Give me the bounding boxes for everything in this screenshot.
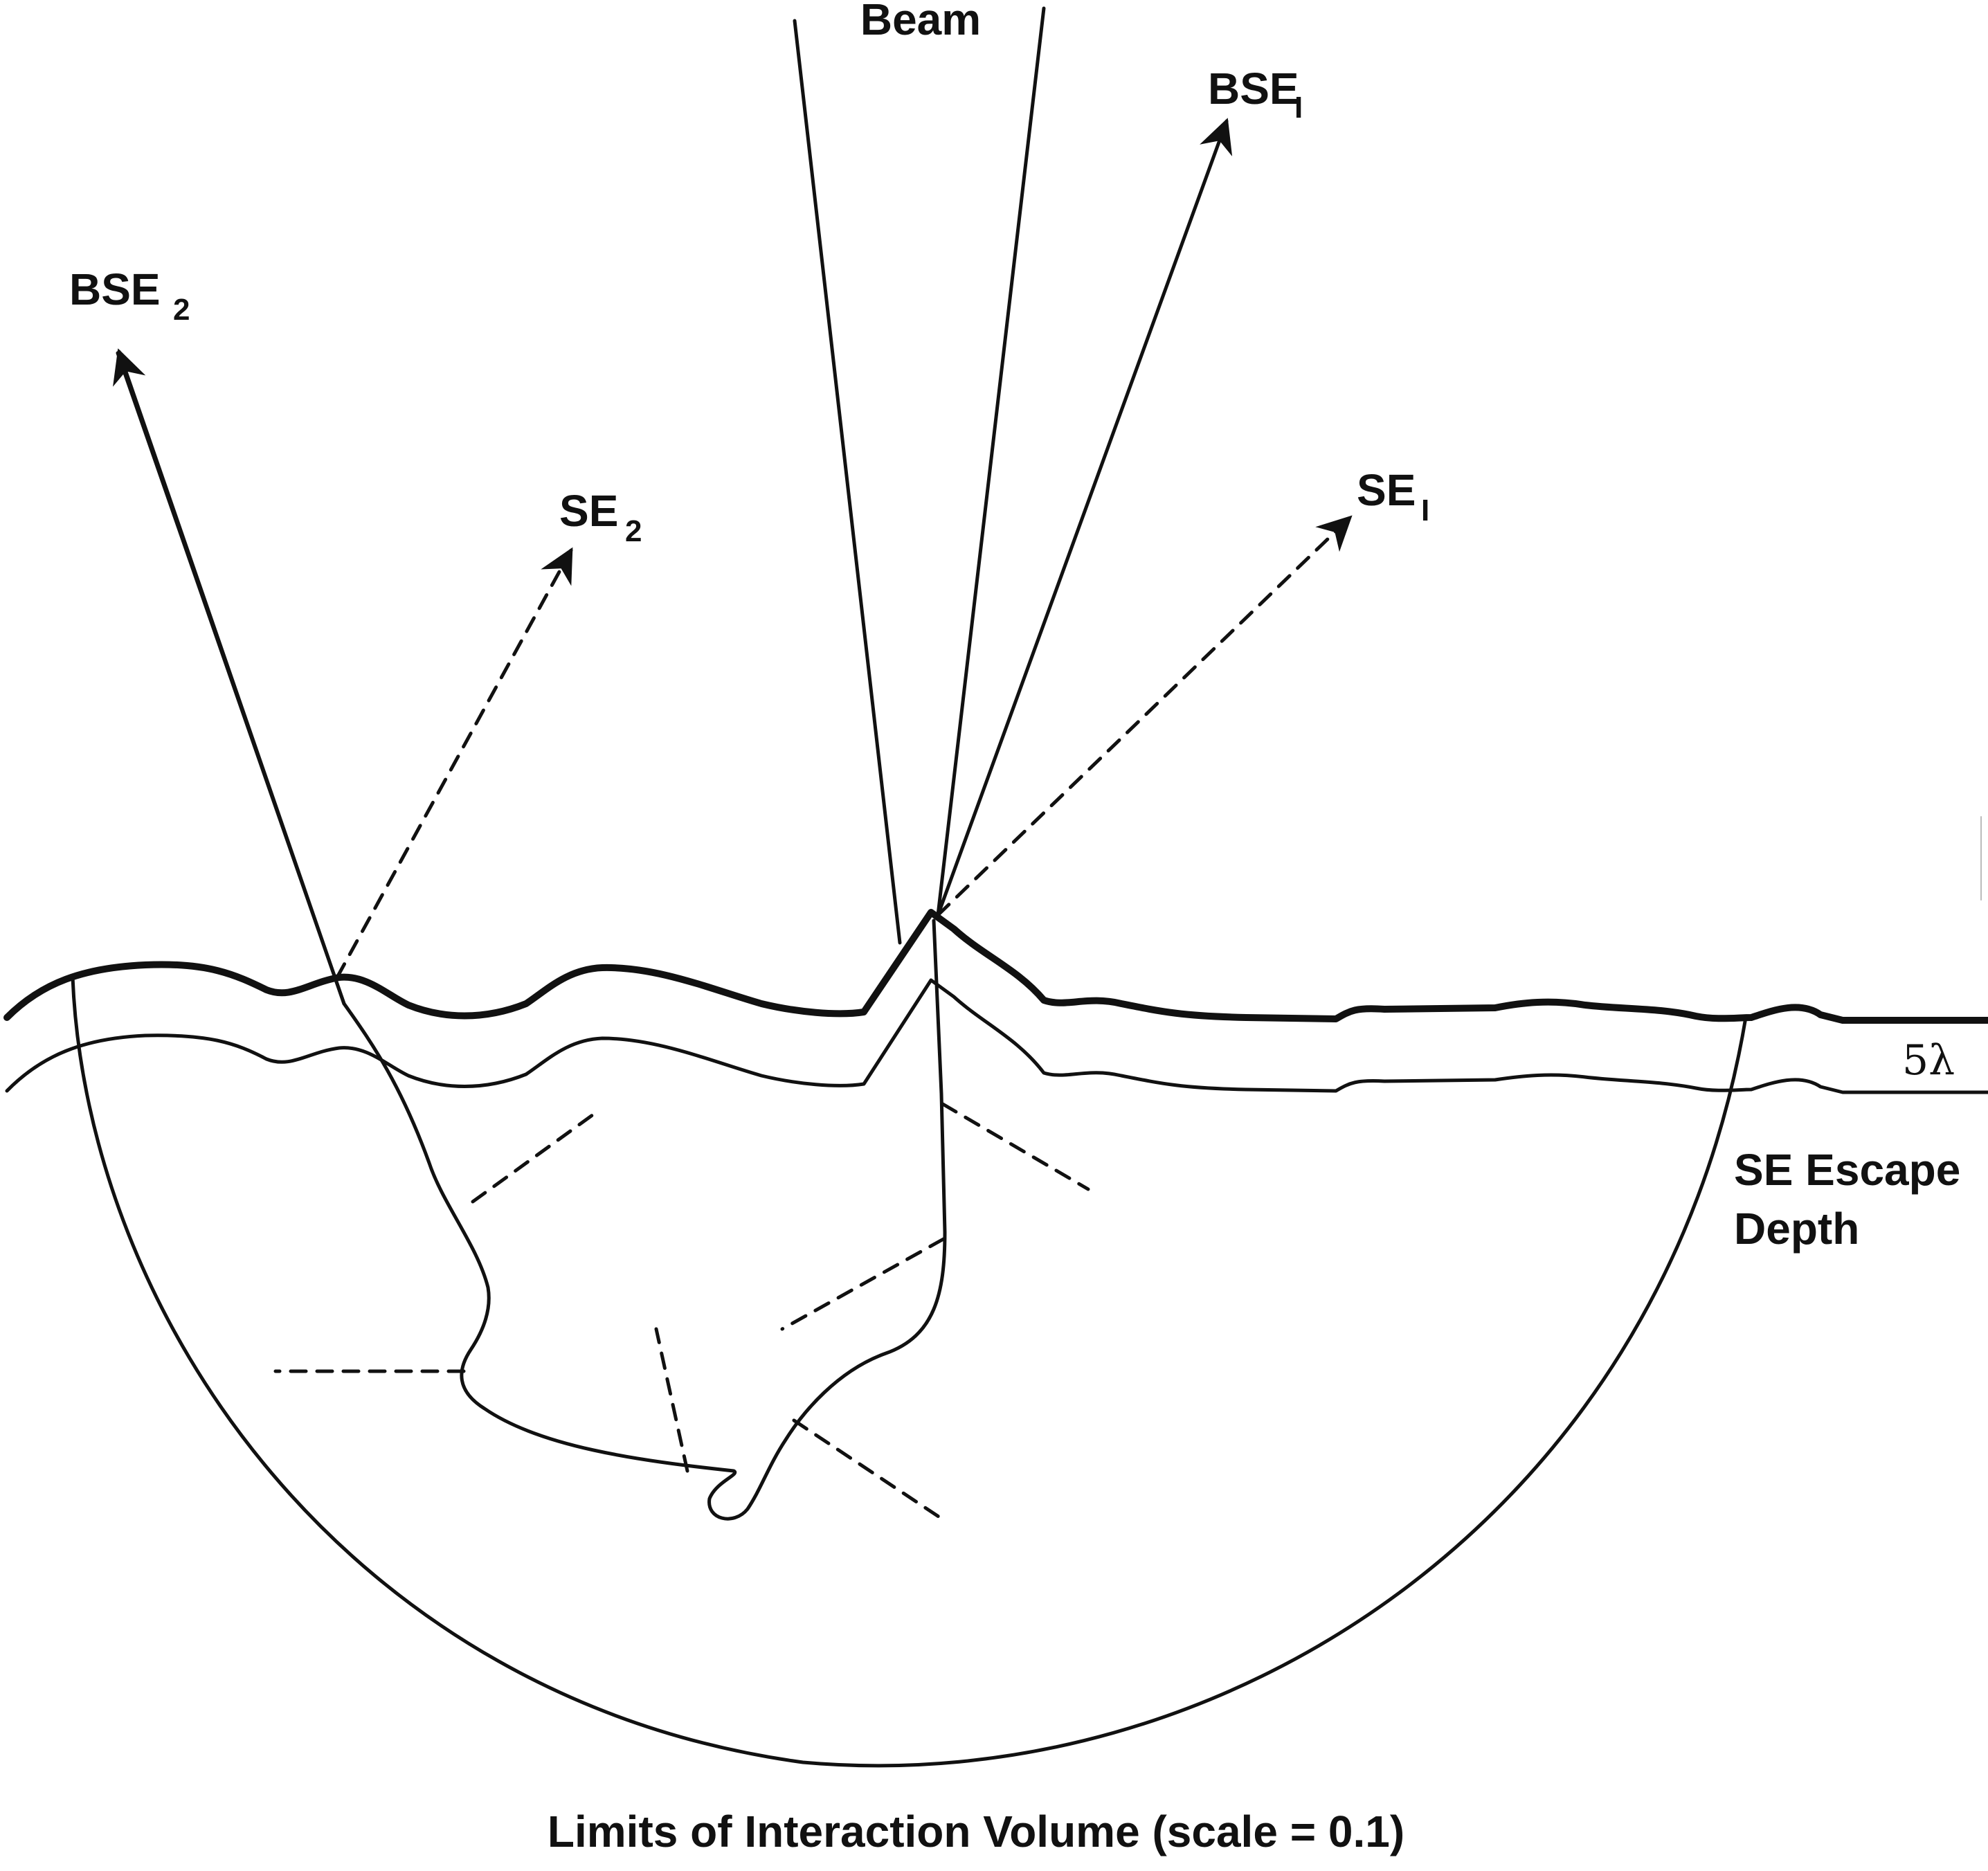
se-escape-label-line1: SE Escape bbox=[1734, 1145, 1960, 1195]
beam-right-edge bbox=[936, 6, 1046, 917]
se1-label-subscript: I bbox=[1421, 494, 1429, 527]
interaction-volume-boundary bbox=[71, 975, 1748, 1768]
se-track-5 bbox=[654, 1327, 689, 1473]
se2-arrow bbox=[335, 547, 573, 979]
electron-trajectory bbox=[116, 351, 947, 1521]
specimen-surface bbox=[3, 909, 1988, 1024]
beam-left-edge bbox=[793, 19, 902, 945]
bse1-arrow bbox=[936, 118, 1233, 917]
caption: Limits of Interaction Volume (scale = 0.… bbox=[548, 1807, 1404, 1856]
se-track-6 bbox=[792, 1418, 947, 1523]
se1-label: SE bbox=[1357, 465, 1416, 515]
se2-label-subscript: 2 bbox=[625, 514, 642, 548]
se-track-3 bbox=[780, 1237, 946, 1331]
se-track-1 bbox=[471, 1111, 597, 1204]
se1-arrow bbox=[936, 515, 1353, 917]
se-escape-label-line2: Depth bbox=[1734, 1204, 1859, 1254]
se-escape-depth-line bbox=[5, 978, 1988, 1094]
bse2-label: BSE bbox=[69, 264, 161, 314]
beam-label: Beam bbox=[860, 0, 981, 44]
five-lambda-label: 5λ bbox=[1902, 1036, 1955, 1085]
bse1-label-subscript: I bbox=[1294, 91, 1303, 125]
bse2-arrow bbox=[113, 348, 346, 1006]
bse1-label: BSE bbox=[1208, 64, 1299, 114]
se2-label: SE bbox=[559, 486, 618, 536]
bse2-label-subscript: 2 bbox=[173, 293, 190, 327]
se-track-2 bbox=[941, 1102, 1090, 1191]
